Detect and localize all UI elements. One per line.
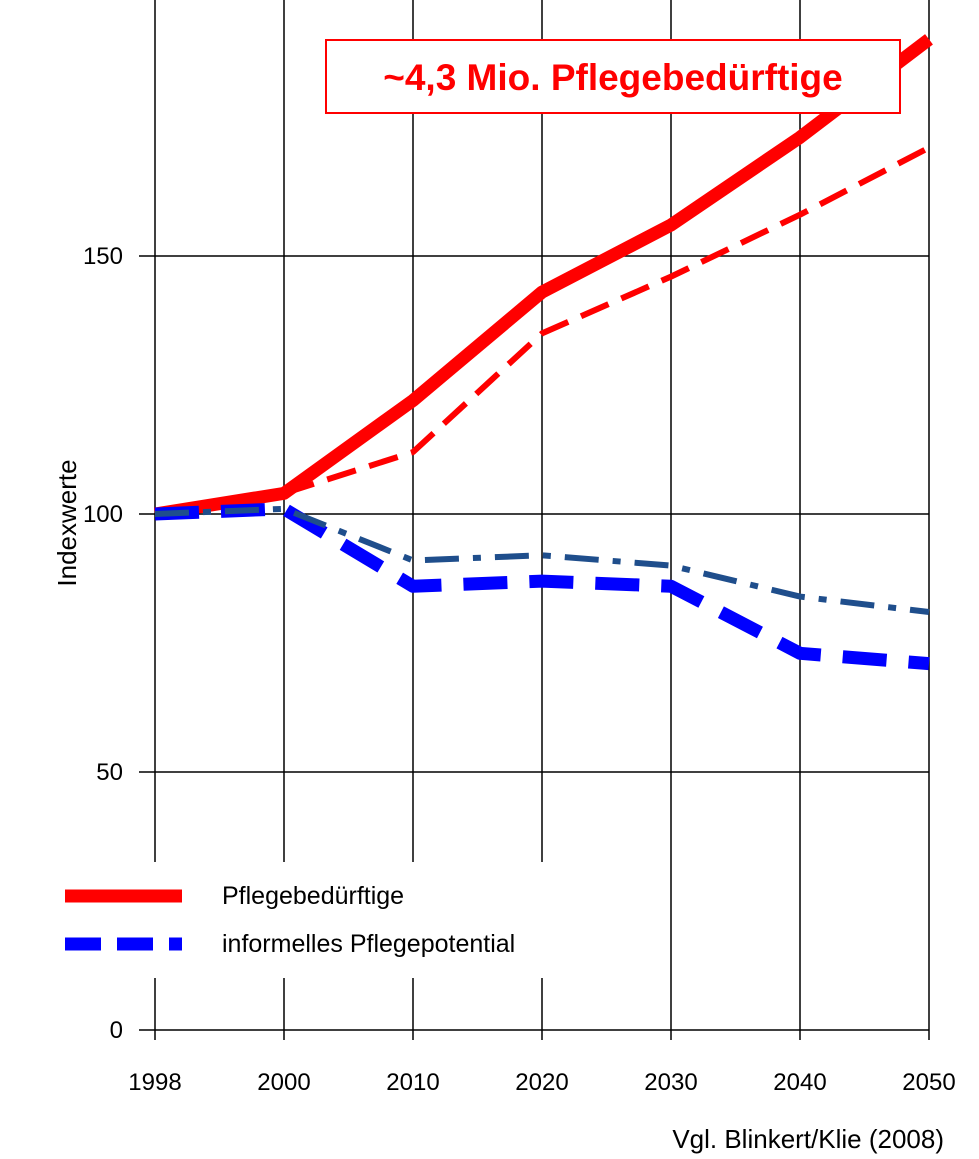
x-tick-label-2050: 2050 [902, 1069, 955, 1096]
legend: Pflegebedürftige informelles Pflegepoten… [20, 862, 628, 978]
annotation-text: ~4,3 Mio. Pflegebedürftige [383, 57, 843, 98]
x-tick-label-2010: 2010 [386, 1069, 439, 1096]
x-tick-label-2030: 2030 [644, 1069, 697, 1096]
x-tick-label-1998: 1998 [128, 1069, 181, 1096]
series-line-4 [154, 505, 930, 616]
annotation-frame [325, 39, 901, 114]
y-axis-label: Indexwerte [52, 459, 82, 586]
series-line-2 [154, 144, 931, 517]
series-layer [153, 34, 933, 671]
series-line-3 [154, 502, 930, 671]
legend-background [20, 862, 628, 978]
y-tick-label-150: 150 [83, 243, 123, 270]
axes: 1998 2000 2010 2020 2030 2040 2050 0 50 100 150 [83, 243, 956, 1096]
x-tick-label-2000: 2000 [257, 1069, 310, 1096]
annotation-box: ~4,3 Mio. Pflegebedürftige [325, 39, 901, 114]
legend-label-pflegepotential: informelles Pflegepotential [222, 930, 515, 958]
legend-label-pflegebeduerftige: Pflegebedürftige [222, 882, 404, 910]
x-tick-label-2020: 2020 [515, 1069, 568, 1096]
y-tick-label-50: 50 [96, 759, 123, 786]
source-note: Vgl. Blinkert/Klie (2008) [672, 1124, 944, 1154]
x-tick-label-2040: 2040 [773, 1069, 826, 1096]
series-line-1 [153, 34, 933, 521]
y-tick-label-0: 0 [110, 1017, 123, 1044]
y-tick-label-100: 100 [83, 501, 123, 528]
